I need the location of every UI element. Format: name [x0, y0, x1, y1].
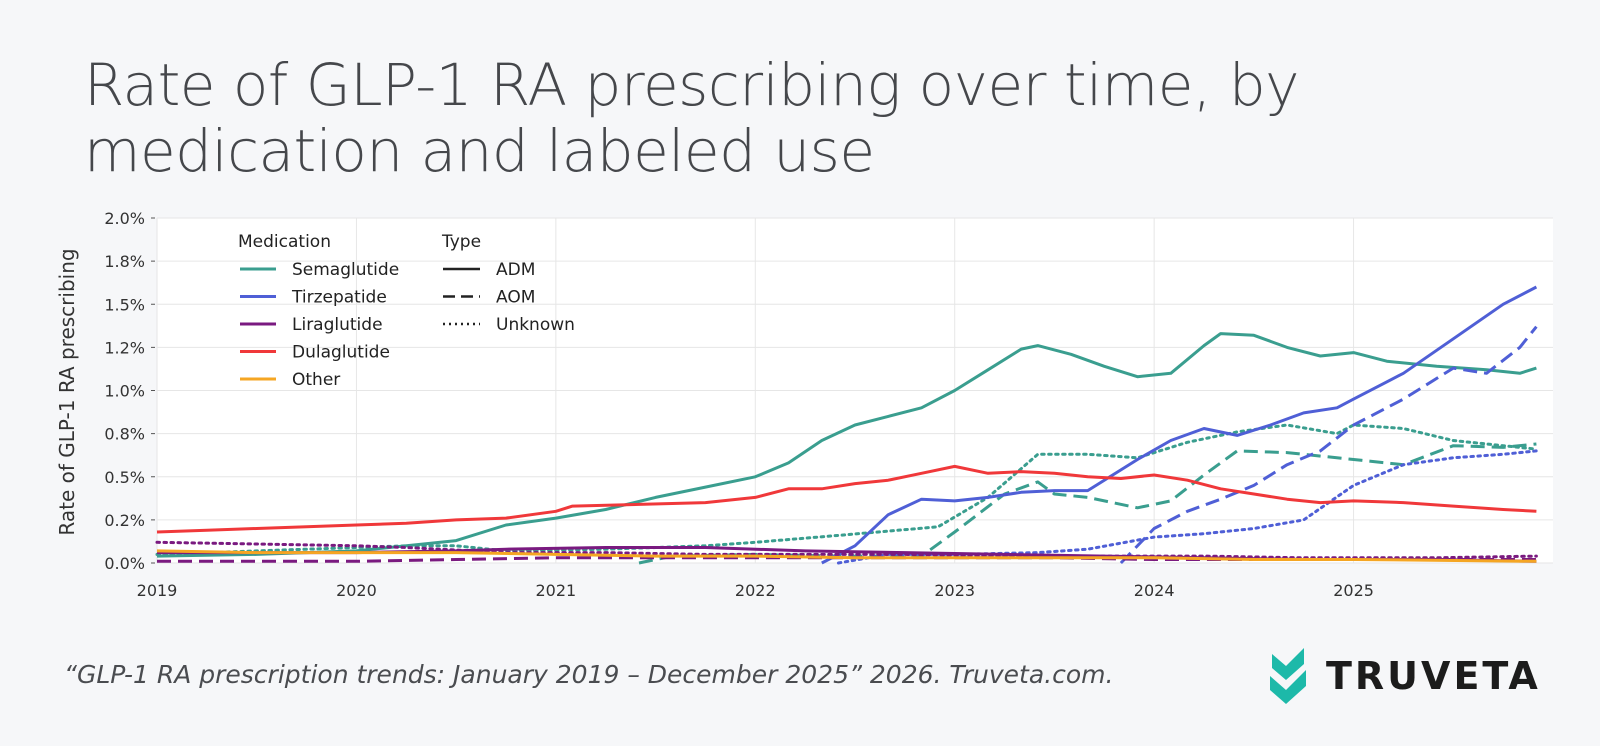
truveta-chevron-logo-icon	[1270, 648, 1306, 704]
series-line-other-adm	[156, 549, 1537, 563]
y-tick-label: 1.2%	[104, 338, 145, 357]
y-tick-label: 2.0%	[104, 209, 145, 228]
legend-label-tirzepatide: Tirzepatide	[291, 288, 387, 308]
series-line-semaglutide-aom	[638, 442, 1537, 565]
page-title: Rate of GLP-1 RA prescribing over time, …	[84, 51, 1299, 185]
logo-chevron-top	[1272, 648, 1304, 680]
y-tick-label: 0.0%	[104, 554, 145, 573]
y-tick-label: 0.2%	[104, 511, 145, 530]
series-line-tirzepatide-aom	[1119, 325, 1538, 565]
series-line-tirzepatide-adm	[821, 285, 1538, 565]
series-line-semaglutide-unknown	[155, 423, 1538, 556]
legend-label-semaglutide: Semaglutide	[292, 260, 399, 280]
legend-label-liraglutide: Liraglutide	[292, 315, 383, 335]
legend-label-adm: ADM	[496, 260, 535, 280]
logo-chevron-bottom	[1270, 670, 1306, 704]
y-tick-label: 0.5%	[104, 468, 145, 487]
x-tick-label: 2019	[137, 581, 178, 600]
legend: Medication Type Semaglutide Tirzepatide Li…	[238, 232, 575, 390]
series-line-tirzepatide-unknown	[836, 449, 1538, 565]
y-tick-label: 0.8%	[104, 425, 145, 444]
x-tick-label: 2021	[535, 581, 576, 600]
legend-label-aom: AOM	[496, 288, 535, 308]
series-line-dulaglutide-adm	[156, 464, 1537, 534]
legend-type-title: Type	[441, 232, 481, 252]
y-axis-label: Rate of GLP-1 RA prescribing	[55, 248, 79, 535]
y-tick-label: 1.8%	[104, 252, 145, 271]
series-line-liraglutide-unknown	[155, 540, 1538, 560]
y-axis-ticks: 0.0% 0.2% 0.5% 0.8% 1.0% 1.2% 1.5% 1.8% 2.0%	[104, 209, 155, 573]
y-tick-label: 1.0%	[104, 382, 145, 401]
grid-lines	[156, 217, 1553, 564]
y-tick-label: 1.5%	[104, 295, 145, 314]
x-tick-label: 2020	[336, 581, 377, 600]
x-tick-label: 2025	[1333, 581, 1374, 600]
citation: “GLP-1 RA prescription trends: January 2…	[64, 660, 1114, 689]
legend-label-unknown: Unknown	[496, 315, 575, 335]
brand-name: TRUVETA	[1326, 654, 1541, 698]
x-tick-label: 2024	[1134, 581, 1175, 600]
series-lines	[155, 285, 1538, 565]
legend-label-dulaglutide: Dulaglutide	[292, 343, 390, 363]
x-axis-ticks: 2019 2020 2021 2022 2023 2024 2025	[137, 581, 1374, 600]
legend-label-other: Other	[292, 370, 340, 390]
series-line-semaglutide-adm	[156, 332, 1537, 558]
legend-medication-title: Medication	[238, 232, 331, 252]
x-tick-label: 2023	[934, 581, 975, 600]
x-tick-label: 2022	[735, 581, 776, 600]
